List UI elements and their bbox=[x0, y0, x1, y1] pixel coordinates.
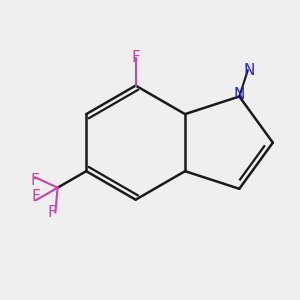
Text: N: N bbox=[244, 63, 255, 78]
Text: F: F bbox=[31, 173, 39, 188]
Text: N: N bbox=[234, 87, 245, 102]
Text: F: F bbox=[47, 205, 56, 220]
Text: F: F bbox=[131, 50, 140, 65]
Text: F: F bbox=[32, 189, 40, 204]
